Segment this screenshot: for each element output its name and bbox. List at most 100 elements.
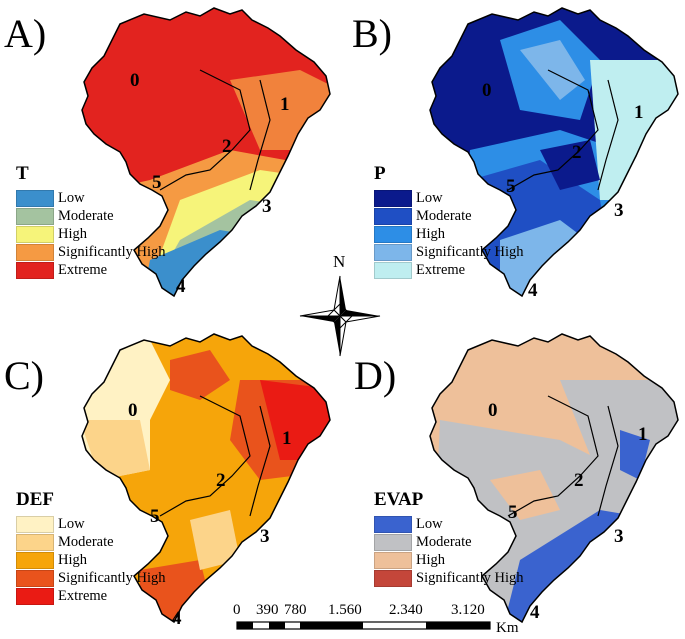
- legend-swatch: [16, 515, 54, 533]
- region-label-a-0: 0: [130, 70, 140, 91]
- region-label-b-5: 5: [506, 176, 516, 197]
- legend-swatch: [16, 225, 54, 243]
- legend-label: High: [416, 551, 445, 568]
- legend-swatch: [374, 533, 412, 551]
- scale-bar: [236, 621, 491, 630]
- scale-tick: 2.340: [389, 602, 423, 618]
- legend-item: Low: [374, 189, 524, 207]
- legend-label: Moderate: [58, 207, 114, 224]
- legend-item: Significantly High: [374, 569, 524, 587]
- region-label-a-5: 5: [152, 172, 162, 193]
- legend-c: DEF Low Moderate High Significantly High…: [16, 490, 166, 605]
- legend-swatch: [374, 189, 412, 207]
- legend-item: Extreme: [374, 261, 524, 279]
- legend-title: DEF: [16, 489, 54, 510]
- region-label-d-3: 3: [614, 526, 624, 547]
- legend-b: P Low Moderate High Significantly High E…: [374, 164, 524, 279]
- legend-label: Moderate: [416, 533, 472, 550]
- legend-swatch: [374, 261, 412, 279]
- legend-item: Moderate: [16, 207, 166, 225]
- map-d-evaporation: [429, 333, 679, 623]
- legend-swatch: [16, 587, 54, 605]
- region-label-b-0: 0: [482, 80, 492, 101]
- legend-item: High: [16, 225, 166, 243]
- legend-swatch: [16, 551, 54, 569]
- legend-label: Low: [416, 189, 443, 206]
- scale-tick: 3.120: [451, 602, 485, 618]
- region-label-d-2: 2: [574, 470, 584, 491]
- scale-tick: 780: [284, 602, 307, 618]
- panel-letter-d: D): [354, 353, 397, 398]
- region-label-b-3: 3: [614, 200, 624, 221]
- panel-letter-b: B): [352, 11, 392, 56]
- legend-label: Extreme: [416, 261, 466, 278]
- legend-label: Low: [58, 515, 85, 532]
- scale-tick: 1.560: [328, 602, 362, 618]
- legend-item: Low: [16, 515, 166, 533]
- region-label-c-1: 1: [282, 428, 292, 449]
- region-label-d-5: 5: [508, 502, 518, 523]
- legend-item: Low: [374, 515, 524, 533]
- legend-label: High: [58, 551, 87, 568]
- legend-title: P: [374, 163, 386, 184]
- legend-label: Significantly High: [58, 243, 166, 260]
- panel-letter-c: C): [4, 353, 44, 398]
- region-label-a-2: 2: [222, 136, 232, 157]
- legend-label: Moderate: [416, 207, 472, 224]
- region-label-c-2: 2: [216, 470, 226, 491]
- legend-label: Moderate: [58, 533, 114, 550]
- legend-d: EVAP Low Moderate High Significantly Hig…: [374, 490, 524, 587]
- legend-item: Moderate: [374, 207, 524, 225]
- legend-item: Significantly High: [374, 243, 524, 261]
- region-label-a-3: 3: [262, 196, 272, 217]
- legend-swatch: [16, 243, 54, 261]
- region-label-a-4: 4: [176, 276, 186, 297]
- legend-swatch: [374, 225, 412, 243]
- legend-item: Extreme: [16, 587, 166, 605]
- legend-label: Low: [416, 515, 443, 532]
- legend-item: Moderate: [16, 533, 166, 551]
- legend-label: Significantly High: [58, 569, 166, 586]
- legend-swatch: [16, 189, 54, 207]
- region-label-c-5: 5: [150, 506, 160, 527]
- region-label-d-1: 1: [638, 424, 648, 445]
- region-label-b-4: 4: [528, 280, 538, 301]
- region-label-c-0: 0: [128, 400, 138, 421]
- region-label-d-4: 4: [530, 602, 540, 623]
- legend-label: Significantly High: [416, 569, 524, 586]
- region-label-c-4: 4: [172, 608, 182, 629]
- region-label-d-0: 0: [488, 400, 498, 421]
- legend-item: High: [374, 225, 524, 243]
- legend-swatch: [16, 207, 54, 225]
- compass-north-label: N: [333, 252, 346, 271]
- scale-tick: 0: [233, 602, 241, 618]
- north-arrow-icon: [299, 275, 381, 357]
- legend-label: Significantly High: [416, 243, 524, 260]
- legend-item: Extreme: [16, 261, 166, 279]
- region-label-c-3: 3: [260, 526, 270, 547]
- legend-swatch: [16, 533, 54, 551]
- legend-swatch: [16, 261, 54, 279]
- region-label-b-1: 1: [634, 102, 644, 123]
- legend-label: High: [416, 225, 445, 242]
- region-label-b-2: 2: [572, 142, 582, 163]
- legend-swatch: [374, 569, 412, 587]
- scale-tick: 390: [256, 602, 279, 618]
- legend-swatch: [374, 207, 412, 225]
- legend-title: T: [16, 163, 29, 184]
- region-labels: 0 1 2 3 4 5 0 1 2 3 4 5 0 1 2 3 4 5 0 1 …: [128, 70, 648, 629]
- legend-swatch: [374, 551, 412, 569]
- legend-item: Moderate: [374, 533, 524, 551]
- legend-item: High: [374, 551, 524, 569]
- legend-item: Significantly High: [16, 243, 166, 261]
- legend-label: High: [58, 225, 87, 242]
- legend-item: Significantly High: [16, 569, 166, 587]
- legend-title: EVAP: [374, 489, 424, 510]
- region-label-a-1: 1: [280, 94, 290, 115]
- legend-swatch: [374, 243, 412, 261]
- legend-label: Extreme: [58, 587, 108, 604]
- legend-swatch: [16, 569, 54, 587]
- legend-item: Low: [16, 189, 166, 207]
- legend-item: High: [16, 551, 166, 569]
